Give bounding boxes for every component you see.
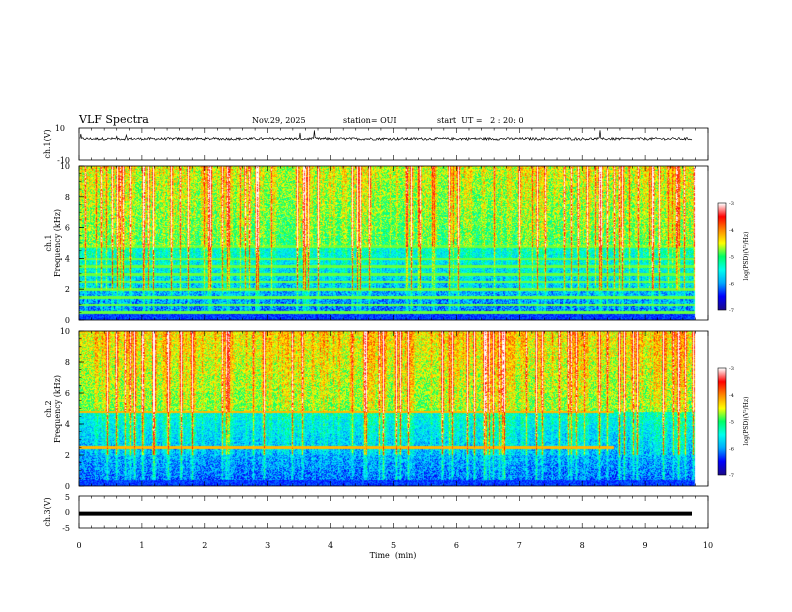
time-tick-label: 1	[139, 541, 144, 550]
colorbar-tick-label: -7	[729, 308, 734, 314]
time-tick-label: 3	[265, 541, 270, 550]
colorbar-tick-label: -5	[729, 420, 734, 426]
panel-ch3-waveform: 5 0 -5 ch.3(V)	[43, 493, 709, 533]
time-tick-label: 8	[580, 541, 585, 550]
ch3-ytick-top: 5	[65, 493, 70, 502]
time-tick-label: 0	[76, 541, 81, 550]
colorbar-tick-label: -4	[729, 228, 734, 234]
colorbar-tick-label: -5	[729, 255, 734, 261]
ch1-waveform-line	[79, 130, 693, 142]
ch1-colorbar	[718, 203, 726, 310]
ch1-colorbar-frame	[717, 202, 727, 311]
time-axis-ticks	[78, 128, 709, 528]
time-tick-label: 5	[391, 541, 396, 550]
frequency-tick-label: 8	[65, 193, 70, 202]
ch2-spectrogram-ylabel-channel: ch.2	[44, 400, 53, 417]
colorbar-tick-label: -6	[729, 446, 734, 452]
header-start-ut: start UT = 2 : 20: 0	[437, 116, 524, 125]
colorbar-tick-label: -7	[729, 473, 734, 479]
time-tick-label: 4	[328, 541, 333, 550]
ch3-waveform-ylabel: ch.3(V)	[43, 497, 52, 526]
header-station: station= OUI	[343, 116, 397, 125]
time-tick-label: 6	[454, 541, 459, 550]
figure-title: VLF Spectra	[78, 113, 149, 126]
ch1-waveform-ylabel: ch.1(V)	[43, 129, 52, 158]
frequency-tick-label: 8	[65, 358, 70, 367]
panel-ch1-waveform: 10 -10 ch.1(V)	[43, 124, 709, 165]
frequency-tick-label: 0	[65, 482, 70, 491]
ch3-ytick-middle: 0	[65, 508, 70, 517]
header-date: Nov.29, 2025	[252, 116, 306, 125]
colorbar-tick-label: -4	[729, 393, 734, 399]
colorbar-tick-label: -3	[729, 366, 734, 372]
frequency-tick-label: 6	[65, 224, 70, 233]
time-tick-label: 2	[202, 541, 207, 550]
frequency-tick-label: 4	[65, 254, 70, 263]
ch2-colorbar-frame	[717, 367, 727, 476]
ch1-colorbar-label: log(PSD)(V²/Hz)	[743, 232, 750, 281]
frequency-tick-label: 6	[65, 389, 70, 398]
ch1-ytick-top: 10	[55, 124, 65, 133]
frequency-tick-label: 2	[65, 285, 70, 294]
ch1-spectrogram-ylabel-frequency: Frequency (kHz)	[53, 209, 62, 277]
frequency-tick-label: 0	[65, 316, 70, 325]
frequency-tick-label: 10	[60, 162, 70, 171]
ch3-ytick-bottom: -5	[62, 524, 70, 533]
time-tick-label: 9	[643, 541, 648, 550]
ch2-colorbar	[718, 368, 726, 475]
time-axis-label: Time (min)	[370, 551, 417, 560]
frequency-tick-label: 4	[65, 420, 70, 429]
ch1-spectrogram-image	[79, 166, 708, 320]
time-tick-label: 7	[517, 541, 522, 550]
time-tick-label: 10	[703, 541, 713, 550]
frequency-tick-label: 10	[60, 327, 70, 336]
ch2-spectrogram-image	[79, 331, 708, 486]
colorbar-tick-label: -6	[729, 281, 734, 287]
frequency-tick-label: 2	[65, 451, 70, 460]
ch1-spectrogram-ylabel-channel: ch.1	[44, 234, 53, 251]
ch2-colorbar-label: log(PSD)(V²/Hz)	[743, 397, 750, 446]
colorbar-tick-label: -3	[729, 201, 734, 207]
time-axis-labels: 0 1 2 3 4 5 6 7 8 9 10	[76, 541, 713, 550]
ch1-ytick-bottom: -10	[57, 156, 70, 165]
ch2-spectrogram-ylabel-frequency: Frequency (kHz)	[53, 375, 62, 443]
